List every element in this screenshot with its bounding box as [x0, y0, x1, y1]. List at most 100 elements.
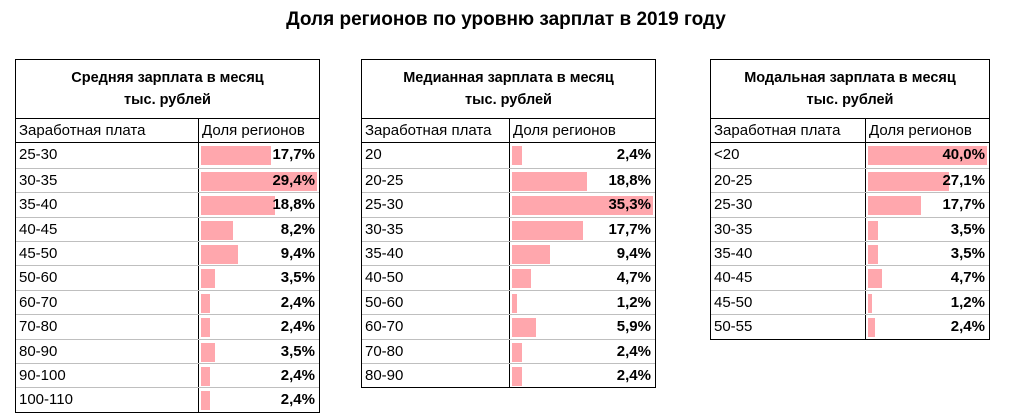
share-cell: 27,1%: [866, 169, 989, 192]
share-value: 17,7%: [272, 146, 315, 164]
share-value: 17,7%: [942, 196, 985, 214]
share-cell: 8,2%: [199, 218, 319, 241]
share-value: 9,4%: [616, 244, 651, 262]
salary-range-cell: 35-40: [362, 241, 510, 266]
share-value: 29,4%: [272, 171, 315, 189]
share-value: 18,8%: [272, 196, 315, 214]
data-bar: [201, 293, 210, 313]
share-value: 2,4%: [280, 293, 315, 311]
table-row: 50-55 2,4%: [711, 314, 989, 339]
table-row: 50-60 3,5%: [16, 265, 319, 290]
share-value: 1,2%: [950, 293, 985, 311]
share-value: 17,7%: [608, 220, 651, 238]
table-row: 20 2,4%: [362, 143, 655, 168]
table-row: 35-40 18,8%: [16, 192, 319, 217]
share-cell: 29,4%: [199, 169, 319, 192]
data-bar: [512, 366, 522, 386]
table-row: 20-25 27,1%: [711, 167, 989, 193]
data-bar: [868, 244, 878, 264]
table-header: Модальная зарплата в месяц тыс. рублей: [711, 60, 989, 119]
share-cell: 2,4%: [510, 340, 655, 363]
share-cell: 1,2%: [866, 291, 989, 314]
data-bar: [201, 196, 275, 216]
salary-range-cell: 60-70: [16, 290, 199, 315]
data-bar: [512, 196, 653, 216]
share-cell: 17,7%: [199, 143, 319, 167]
table-row: 80-90 3,5%: [16, 338, 319, 363]
column-header-salary: Заработная плата: [711, 119, 866, 143]
table-row: 30-35 3,5%: [711, 216, 989, 241]
salary-range-cell: 25-30: [711, 193, 866, 217]
table-body: 20 2,4% 20-25 18,8% 25-30 35,3% 30-35 17,7% 35-4…: [362, 143, 655, 388]
share-value: 3,5%: [950, 220, 985, 238]
share-value: 18,8%: [608, 171, 651, 189]
salary-range-cell: 45-50: [711, 290, 866, 315]
data-bar: [512, 342, 522, 362]
table-row: 35-40 3,5%: [711, 240, 989, 266]
table-header: Средняя зарплата в месяц тыс. рублей: [16, 60, 319, 119]
share-cell: 9,4%: [510, 242, 655, 265]
salary-range-cell: 70-80: [362, 339, 510, 363]
table-row: 80-90 2,4%: [362, 362, 655, 388]
share-cell: 3,5%: [199, 266, 319, 289]
share-cell: 18,8%: [510, 169, 655, 192]
column-headers: Заработная плата Доля регионов: [362, 119, 655, 144]
salary-range-cell: 90-100: [16, 363, 199, 388]
table-title: Модальная зарплата в месяц: [744, 70, 956, 86]
share-cell: 40,0%: [866, 143, 989, 167]
salary-range-cell: 30-35: [711, 217, 866, 241]
share-value: 27,1%: [942, 171, 985, 189]
share-value: 5,9%: [616, 318, 651, 336]
table-subtitle: тыс. рублей: [465, 92, 552, 108]
share-cell: 2,4%: [510, 143, 655, 167]
share-value: 2,4%: [616, 146, 651, 164]
share-value: 2,4%: [280, 391, 315, 409]
column-header-salary: Заработная плата: [362, 119, 510, 143]
data-bar: [868, 146, 987, 166]
data-bar: [868, 269, 882, 289]
table-subtitle: тыс. рублей: [124, 92, 211, 108]
data-bar: [512, 318, 536, 338]
data-bar: [201, 318, 210, 338]
share-value: 35,3%: [608, 196, 651, 214]
share-cell: 4,7%: [510, 266, 655, 289]
table-row: 45-50 9,4%: [16, 240, 319, 266]
share-value: 4,7%: [616, 269, 651, 287]
column-header-share: Доля регионов: [202, 122, 305, 139]
share-cell: 17,7%: [866, 193, 989, 216]
data-bar: [201, 244, 238, 264]
share-value: 9,4%: [280, 244, 315, 262]
salary-range-cell: 40-50: [362, 266, 510, 290]
share-cell: 2,4%: [199, 291, 319, 314]
salary-range-cell: 50-60: [362, 290, 510, 315]
table-title: Средняя зарплата в месяц: [71, 70, 264, 86]
salary-range-cell: 40-45: [16, 217, 199, 241]
table-modal-salary: Модальная зарплата в месяц тыс. рублей З…: [710, 59, 990, 340]
table-row: 25-30 35,3%: [362, 192, 655, 217]
share-cell: 18,8%: [199, 193, 319, 216]
share-cell: 5,9%: [510, 315, 655, 338]
salary-range-cell: 80-90: [16, 339, 199, 363]
data-bar: [512, 220, 583, 240]
table-row: 50-60 1,2%: [362, 289, 655, 315]
data-bar: [201, 391, 210, 411]
salary-range-cell: 25-30: [16, 143, 199, 168]
table-average-salary: Средняя зарплата в месяц тыс. рублей Зар…: [15, 59, 320, 413]
page-title: Доля регионов по уровню зарплат в 2019 г…: [286, 9, 726, 30]
share-cell: 3,5%: [199, 340, 319, 363]
data-bar: [201, 269, 215, 289]
share-value: 2,4%: [616, 342, 651, 360]
share-value: 2,4%: [280, 318, 315, 336]
share-cell: 4,7%: [866, 266, 989, 289]
column-header-share: Доля регионов: [513, 122, 616, 139]
share-cell: 9,4%: [199, 242, 319, 265]
data-bar: [201, 342, 215, 362]
share-cell: 2,4%: [510, 364, 655, 387]
share-value: 3,5%: [950, 244, 985, 262]
data-bar: [868, 220, 878, 240]
share-cell: 2,4%: [866, 315, 989, 338]
table-row: 25-30 17,7%: [16, 143, 319, 168]
data-bar: [868, 171, 949, 191]
share-cell: 3,5%: [866, 242, 989, 265]
salary-range-cell: 25-30: [362, 193, 510, 217]
